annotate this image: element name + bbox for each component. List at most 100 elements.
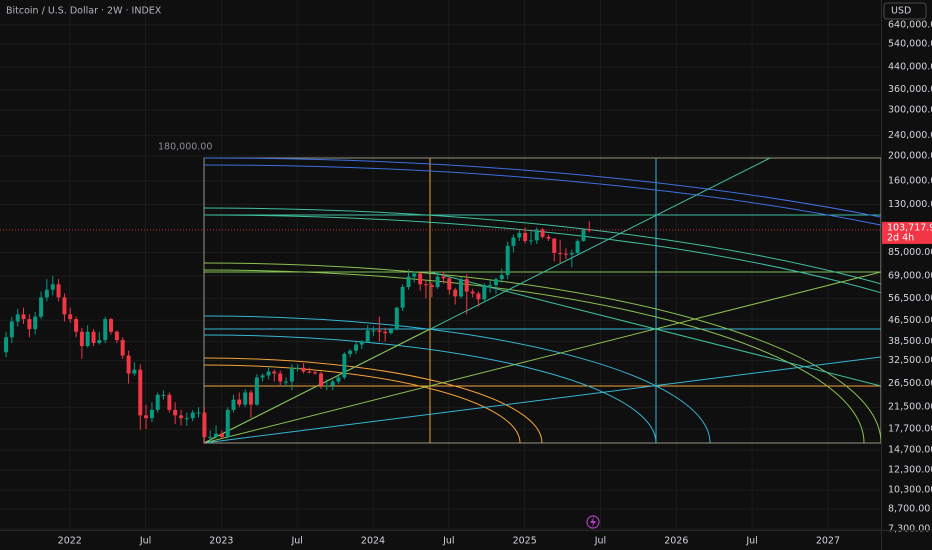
candle-body: [190, 412, 195, 419]
gann-box: [203, 157, 881, 444]
candle-body: [39, 297, 44, 317]
y-tick-label: 26,500.00: [888, 378, 932, 389]
candle-body: [330, 381, 335, 386]
candle-body: [85, 331, 90, 347]
candle-body: [219, 433, 224, 438]
candle-body: [9, 321, 14, 338]
candle-body: [377, 330, 382, 332]
candle-body: [108, 319, 113, 332]
candle-body: [529, 240, 534, 242]
candle-body: [412, 273, 417, 277]
candle-body: [289, 367, 294, 382]
candle-body: [243, 392, 248, 405]
candle-body: [336, 377, 341, 382]
x-tick-label: Jul: [594, 536, 606, 547]
y-tick-label: 130,000.00: [888, 199, 932, 210]
y-tick-label: 32,500.00: [888, 355, 932, 366]
y-tick-label: 200,000.00: [888, 150, 932, 161]
candles: [4, 221, 592, 445]
candle-body: [447, 278, 452, 290]
gann-arc: [204, 207, 881, 285]
y-tick-label: 640,000.00: [888, 19, 932, 30]
candle-body: [214, 433, 219, 438]
candle-body: [324, 385, 329, 387]
currency-button[interactable]: [883, 2, 927, 20]
gann-arc: [204, 334, 657, 443]
gann-arc: [204, 262, 881, 443]
candle-body: [295, 367, 300, 369]
candle-body: [120, 340, 125, 356]
x-tick-label: 2022: [58, 536, 82, 547]
y-tick-label: 17,700.00: [888, 424, 932, 435]
gann-fan: [203, 271, 881, 444]
candle-body: [74, 319, 79, 332]
timer-icon: [586, 515, 600, 529]
gann-arc: [204, 269, 865, 443]
y-tick-label: 300,000.00: [888, 105, 932, 116]
candle-body: [458, 279, 463, 297]
candle-body: [231, 399, 236, 410]
grid: [0, 0, 881, 530]
candle-body: [68, 314, 73, 320]
y-tick-label: 38,500.00: [888, 336, 932, 347]
candle-body: [79, 331, 84, 347]
candle-body: [132, 369, 137, 374]
candle-body: [27, 319, 32, 330]
candle-body: [44, 289, 49, 298]
candle-body: [464, 279, 469, 292]
candle-body: [4, 337, 9, 353]
x-tick-label: Jul: [442, 536, 454, 547]
candle-body: [144, 415, 149, 419]
candle-body: [517, 232, 522, 238]
x-tick-label: Jul: [139, 536, 151, 547]
candle-body: [435, 276, 440, 287]
x-tick-label: Jul: [290, 536, 302, 547]
candle-body: [91, 331, 96, 344]
y-tick-label: 12,300.00: [888, 465, 932, 476]
y-tick-label: 540,000.00: [888, 39, 932, 50]
y-tick-label: 85,000.00: [888, 247, 932, 258]
candle-body: [179, 415, 184, 419]
currency-label[interactable]: USD: [891, 6, 911, 17]
gann-fan: [429, 271, 881, 387]
candle-body: [482, 285, 487, 300]
candle-body: [260, 375, 265, 378]
candle-body: [167, 394, 172, 410]
candle-body: [569, 252, 574, 255]
y-tick-label: 240,000.00: [888, 130, 932, 141]
candle-body: [225, 409, 230, 438]
candle-body: [552, 238, 557, 253]
candle-body: [441, 276, 446, 279]
candle-body: [202, 412, 207, 438]
candle-body: [149, 409, 154, 419]
candle-body: [365, 330, 370, 342]
candle-body: [505, 245, 510, 276]
candle-body: [476, 293, 481, 300]
candle-body: [394, 307, 399, 330]
candle-body: [423, 284, 428, 286]
candle-body: [563, 253, 568, 255]
candle-body: [254, 377, 259, 405]
candle-body: [103, 319, 108, 341]
candle-body: [388, 329, 393, 334]
candle-body: [359, 341, 364, 345]
candle-body: [581, 229, 586, 241]
gann-arc: [204, 364, 521, 443]
candle-body: [575, 240, 580, 253]
x-tick-label: Jul: [745, 536, 757, 547]
y-tick-label: 69,000.00: [888, 270, 932, 281]
candle-body: [453, 289, 458, 297]
chart-title: Bitcoin / U.S. Dollar · 2W · INDEX: [6, 6, 162, 17]
gann-arc: [203, 157, 881, 218]
y-tick-label: 160,000.00: [888, 176, 932, 187]
candle-body: [237, 399, 242, 405]
y-tick-label: 21,500.00: [888, 402, 932, 413]
candle-body: [196, 412, 201, 414]
candle-body: [313, 372, 318, 374]
gann-arc: [204, 315, 711, 443]
y-tick-label: 7,300.00: [888, 523, 930, 534]
y-tick-label: 14,700.00: [888, 445, 932, 456]
gann-fan: [203, 328, 431, 444]
